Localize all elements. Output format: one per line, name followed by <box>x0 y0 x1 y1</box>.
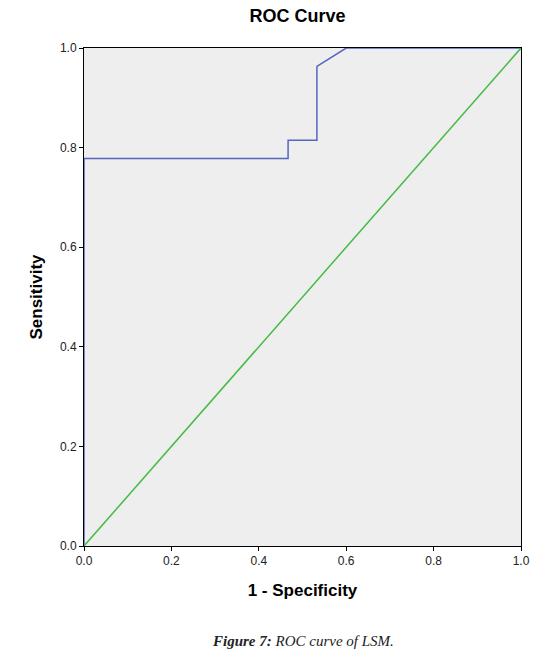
svg-text:1 - Specificity: 1 - Specificity <box>248 581 358 600</box>
svg-text:Figure 7: ROC curve of LSM.: Figure 7: ROC curve of LSM. <box>212 633 394 649</box>
svg-text:0.4: 0.4 <box>60 340 77 354</box>
svg-text:ROC Curve: ROC Curve <box>250 6 346 26</box>
svg-text:0.0: 0.0 <box>60 539 77 553</box>
svg-text:0.6: 0.6 <box>60 240 77 254</box>
svg-text:0.2: 0.2 <box>163 554 180 568</box>
svg-text:0.2: 0.2 <box>60 440 77 454</box>
svg-text:0.0: 0.0 <box>76 554 93 568</box>
svg-text:0.4: 0.4 <box>250 554 267 568</box>
svg-text:0.8: 0.8 <box>425 554 442 568</box>
svg-text:1.0: 1.0 <box>60 41 77 55</box>
svg-text:1.0: 1.0 <box>513 554 530 568</box>
svg-text:0.6: 0.6 <box>338 554 355 568</box>
svg-text:Sensitivity: Sensitivity <box>27 254 46 340</box>
svg-text:0.8: 0.8 <box>60 141 77 155</box>
